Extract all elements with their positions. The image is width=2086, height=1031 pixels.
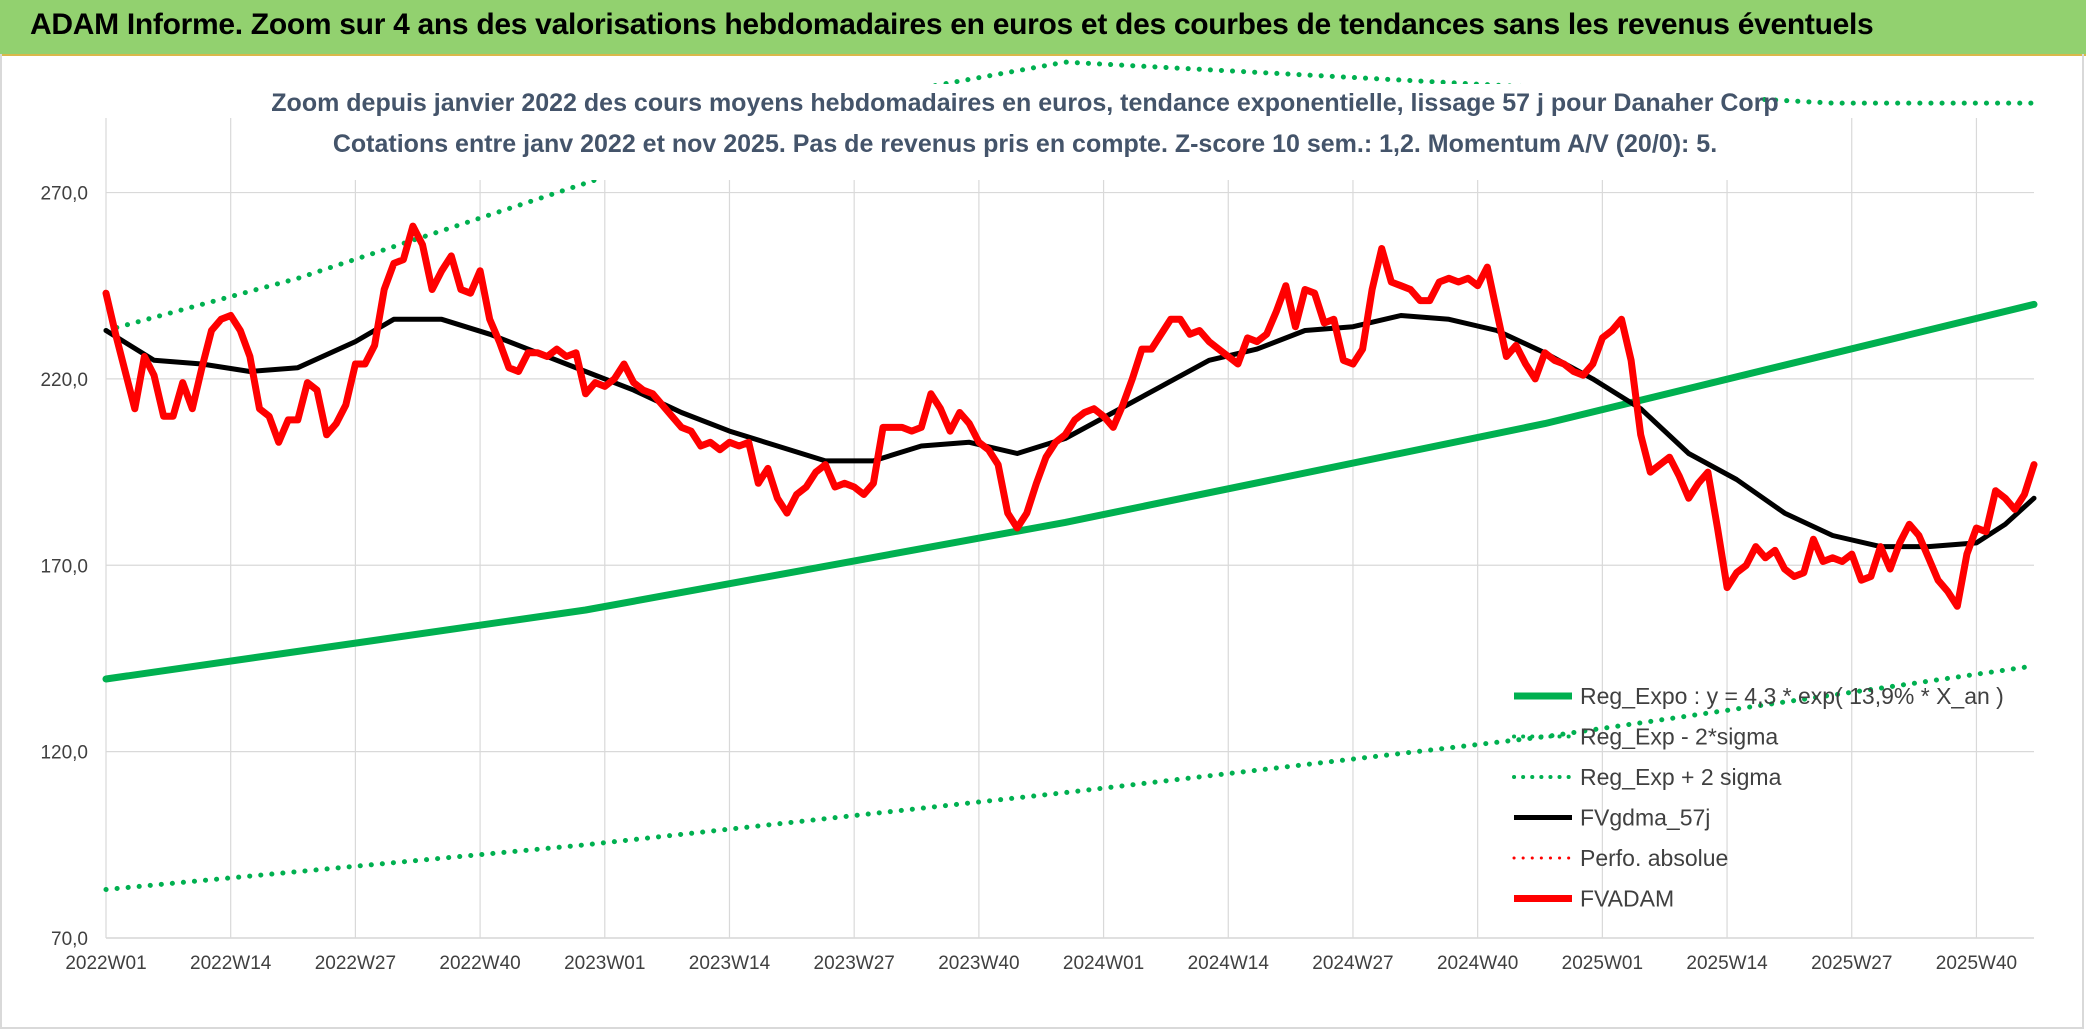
- x-tick-label: 2024W27: [1312, 953, 1393, 974]
- y-tick-label: 270,0: [40, 184, 88, 205]
- x-tick-label: 2025W40: [1936, 953, 2017, 974]
- report-banner: ADAM Informe. Zoom sur 4 ans des valoris…: [0, 0, 2086, 56]
- x-tick-label: 2022W01: [65, 953, 146, 974]
- legend-label: Reg_Expo : y = 4,3 * exp( 13,9% * X_an ): [1580, 683, 2004, 709]
- x-tick-label: 2024W01: [1063, 953, 1144, 974]
- legend-label: Reg_Exp + 2 sigma: [1580, 764, 1782, 790]
- chart-frame: 70,0 120,0 170,0 220,0 270,0 2022W01 2022W14 2…: [0, 54, 2084, 1029]
- banner-title: ADAM Informe. Zoom sur 4 ans des valoris…: [30, 8, 1874, 41]
- x-tick-label: 2023W01: [564, 953, 645, 974]
- series-line-0: [102, 300, 2038, 683]
- x-tick-label: 2024W40: [1437, 953, 1518, 974]
- x-tick-label: 2023W14: [689, 953, 771, 974]
- x-tick-label: 2025W01: [1562, 953, 1643, 974]
- x-tick-label: 2023W27: [814, 953, 895, 974]
- x-tick-label: 2022W27: [315, 953, 396, 974]
- x-tick-label: 2025W14: [1686, 953, 1768, 974]
- subtitle-background: [292, 84, 1762, 180]
- legend-label: Perfo. absolue: [1580, 845, 1728, 871]
- x-tick-label: 2022W14: [190, 953, 272, 974]
- legend-label: FVADAM: [1580, 886, 1674, 912]
- x-tick-label: 2024W14: [1188, 953, 1270, 974]
- y-tick-label: 120,0: [40, 743, 88, 764]
- y-tick-label: 170,0: [40, 556, 88, 577]
- legend-label: Reg_Exp - 2*sigma: [1580, 724, 1778, 750]
- x-axis-ticks: 2022W01 2022W14 2022W27 2022W40 2023W01 2023W…: [65, 953, 2017, 974]
- y-tick-label: 220,0: [40, 370, 88, 391]
- gridlines: [105, 118, 2034, 939]
- x-tick-label: 2023W40: [938, 953, 1019, 974]
- chart-title: Zoom depuis janvier 2022 des cours moyen…: [271, 89, 1778, 117]
- x-tick-label: 2025W27: [1811, 953, 1892, 974]
- series-line-3: [103, 313, 2037, 550]
- series-line-1: [103, 663, 2037, 892]
- chart-subtitle: Cotations entre janv 2022 et nov 2025. P…: [333, 130, 1717, 158]
- x-tick-label: 2022W40: [439, 953, 520, 974]
- legend: Reg_Expo : y = 4,3 * exp( 13,9% * X_an )…: [1512, 683, 2004, 912]
- series-line-5: [102, 222, 2038, 610]
- legend-label: FVgdma_57j: [1580, 805, 1710, 831]
- y-axis-ticks: 70,0 120,0 170,0 220,0 270,0: [40, 184, 88, 950]
- y-tick-label: 70,0: [51, 929, 88, 950]
